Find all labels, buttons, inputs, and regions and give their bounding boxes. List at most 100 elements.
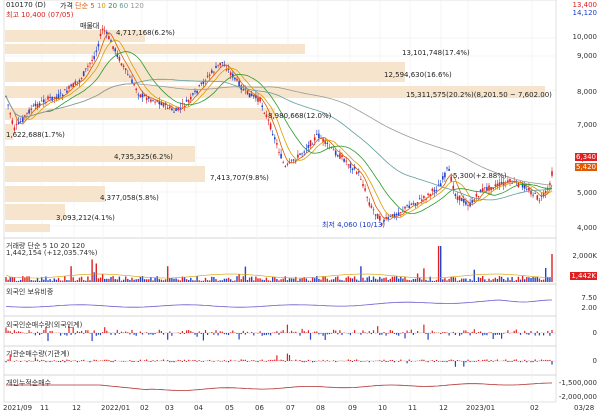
candle-body [318, 133, 320, 139]
volume-bar [437, 246, 440, 282]
foreign-netbuy-bar [364, 332, 366, 333]
institution-netbuy-title[interactable]: 기관순매수량(기관계) [6, 350, 70, 358]
ma-period-60[interactable]: 60 [119, 2, 129, 10]
volume-bar [305, 278, 307, 282]
x-tick: 2023/01 [466, 404, 496, 412]
foreign-netbuy-bar [162, 333, 165, 335]
foreign-netbuy-bar [236, 333, 238, 334]
foreign-netbuy-bar [444, 332, 446, 333]
candle-body [536, 195, 539, 200]
candle-body [494, 184, 497, 186]
foreign-netbuy-title[interactable]: 외국인순매수량(외국인계) [6, 321, 83, 329]
foreign-netbuy-bar [391, 330, 393, 333]
foreign-netbuy-bar [265, 333, 267, 336]
volume-bar [274, 277, 276, 282]
foreign-netbuy-bar [425, 333, 427, 335]
candle-body [452, 185, 455, 190]
foreign-netbuy-bar [45, 326, 47, 333]
foreign-netbuy-bar [179, 333, 181, 334]
candle-body [475, 194, 478, 197]
institution-netbuy-bar [391, 359, 393, 361]
institution-netbuy-bar [144, 360, 146, 361]
volume-bar [133, 279, 135, 282]
foreign-netbuy-bar [259, 331, 261, 333]
institution-netbuy-bar [347, 359, 349, 361]
volume-bar [469, 279, 471, 282]
institution-netbuy-bar [288, 354, 291, 361]
foreign-netbuy-bar [169, 331, 171, 333]
candle-body [311, 143, 314, 145]
volume-bar [265, 277, 268, 282]
foreign-ratio-title[interactable]: 외국인 보유비중 [6, 288, 54, 296]
volume-bar [408, 279, 410, 282]
price-tick: 4,000 [576, 224, 597, 232]
volume-bar [246, 280, 249, 282]
candle-body [347, 164, 350, 166]
institution-netbuy-bar [53, 360, 55, 361]
volume-bar [448, 279, 450, 282]
candle-body [290, 159, 293, 161]
institution-netbuy-bar [381, 361, 383, 362]
candle-body [91, 59, 93, 61]
foreign-netbuy-bar [316, 331, 318, 333]
candle-body [299, 153, 301, 155]
volume-bar [389, 278, 391, 282]
candle-body [156, 100, 158, 102]
ma20-line [5, 51, 553, 214]
foreign-netbuy-bar [244, 333, 246, 335]
foreign-netbuy-bar [257, 333, 259, 334]
volume-bar [230, 279, 232, 282]
volume-profile-value: 4,735,325(6.2%) [114, 153, 173, 161]
foreign-netbuy-bar [158, 329, 160, 333]
volume-bar [122, 279, 125, 282]
volume-bar [146, 279, 148, 282]
institution-netbuy-bar [110, 361, 112, 363]
volume-profile-bar [5, 62, 405, 82]
volume-bar [261, 279, 263, 282]
foreign-netbuy-bar [337, 333, 339, 335]
institution-netbuy-bar [171, 361, 173, 362]
foreign-netbuy-bar [400, 333, 402, 334]
ma-period-5[interactable]: 5 [90, 2, 95, 10]
institution-netbuy-bar [519, 361, 522, 363]
volume-profile-bar [5, 44, 305, 54]
candle-body [301, 153, 303, 155]
institution-netbuy-bar [534, 359, 536, 361]
volume-bar [549, 277, 551, 282]
candle-body [393, 213, 396, 219]
foreign-netbuy-bar [322, 333, 324, 336]
ma-legend-type: 단순 [75, 2, 89, 10]
ma-period-120[interactable]: 120 [130, 2, 144, 10]
volume-bar [259, 278, 261, 282]
volume-bar [5, 277, 7, 282]
ma-period-10[interactable]: 10 [96, 2, 106, 10]
ma-legend: 가격 단순 5 10 20 60 120 [60, 1, 144, 11]
institution-netbuy-bar [242, 359, 244, 361]
volume-panel-title[interactable]: 거래량 단순 5 10 20 120 [6, 242, 85, 250]
foreign-netbuy-bar [125, 331, 127, 333]
volume-bar [242, 276, 244, 282]
ma-period-20[interactable]: 20 [108, 2, 118, 10]
candle-body [257, 97, 259, 102]
volume-bar [173, 278, 175, 282]
candle-body [509, 179, 511, 182]
individual-cum-title[interactable]: 개인누적순매수 [6, 379, 52, 387]
candle-body [486, 187, 488, 191]
foreign-netbuy-bar [150, 333, 152, 335]
volume-bar [267, 280, 270, 282]
volume-bar [143, 279, 146, 282]
volume-bar [446, 280, 448, 282]
volume-profile-bar [5, 146, 195, 162]
volume-bar [9, 277, 11, 282]
foreign-netbuy-bar [433, 332, 435, 333]
foreign-netbuy-bar [127, 332, 129, 333]
candle-body [326, 142, 329, 144]
candle-body [122, 65, 125, 68]
candle-body [278, 151, 280, 153]
foreign-netbuy-bar [452, 331, 454, 333]
candle-body [374, 214, 377, 216]
volume-bar [374, 278, 377, 282]
volume-bar [429, 276, 431, 282]
volume-bar [200, 280, 202, 282]
